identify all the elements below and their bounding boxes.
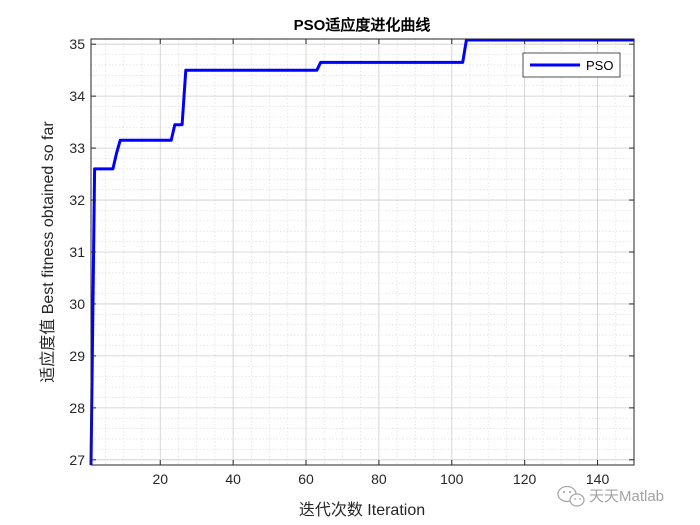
y-tick-label: 28 (69, 400, 85, 416)
series-line-pso (89, 38, 634, 466)
y-tick-label: 27 (69, 452, 85, 468)
minor-grid (91, 39, 634, 465)
x-tick-label: 60 (298, 471, 314, 487)
x-tick-label: 100 (440, 471, 464, 487)
y-axis-label: 适应度值 Best fitness obtained so far (38, 121, 57, 383)
y-tick-label: 32 (69, 192, 85, 208)
y-tick-label: 30 (69, 296, 85, 312)
ticks-layer (91, 39, 634, 465)
y-tick-label: 29 (69, 348, 85, 364)
wechat-icon (557, 485, 585, 507)
x-tick-label: 80 (371, 471, 387, 487)
y-tick-label: 33 (69, 140, 85, 156)
x-axis-label: 迭代次数 Iteration (299, 501, 425, 519)
watermark: 天天Matlab (557, 485, 664, 507)
x-tick-labels: 20 40 60 80 100 120 140 (152, 471, 609, 487)
x-tick-label: 40 (225, 471, 241, 487)
chart-title: PSO适应度进化曲线 (294, 16, 431, 34)
x-tick-label: 140 (586, 471, 610, 487)
legend-label-pso: PSO (586, 58, 613, 73)
x-tick-label: 20 (152, 471, 168, 487)
series-layer (89, 38, 634, 466)
watermark-text: 天天Matlab (589, 488, 664, 505)
y-tick-labels: 27 28 29 30 31 32 33 34 35 (69, 36, 85, 468)
y-tick-label: 31 (69, 244, 85, 260)
major-grid (91, 39, 634, 465)
y-tick-label: 34 (69, 88, 85, 104)
x-tick-label: 120 (513, 471, 537, 487)
legend: PSO (522, 52, 621, 78)
y-tick-label: 35 (69, 36, 85, 52)
